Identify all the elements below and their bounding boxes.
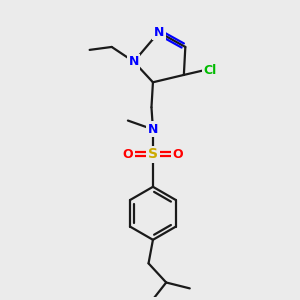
Text: S: S <box>148 147 158 161</box>
Text: N: N <box>129 55 139 68</box>
Text: N: N <box>148 123 158 136</box>
Text: O: O <box>173 148 183 161</box>
Text: Cl: Cl <box>204 64 217 77</box>
Text: O: O <box>123 148 133 161</box>
Text: N: N <box>154 26 164 39</box>
